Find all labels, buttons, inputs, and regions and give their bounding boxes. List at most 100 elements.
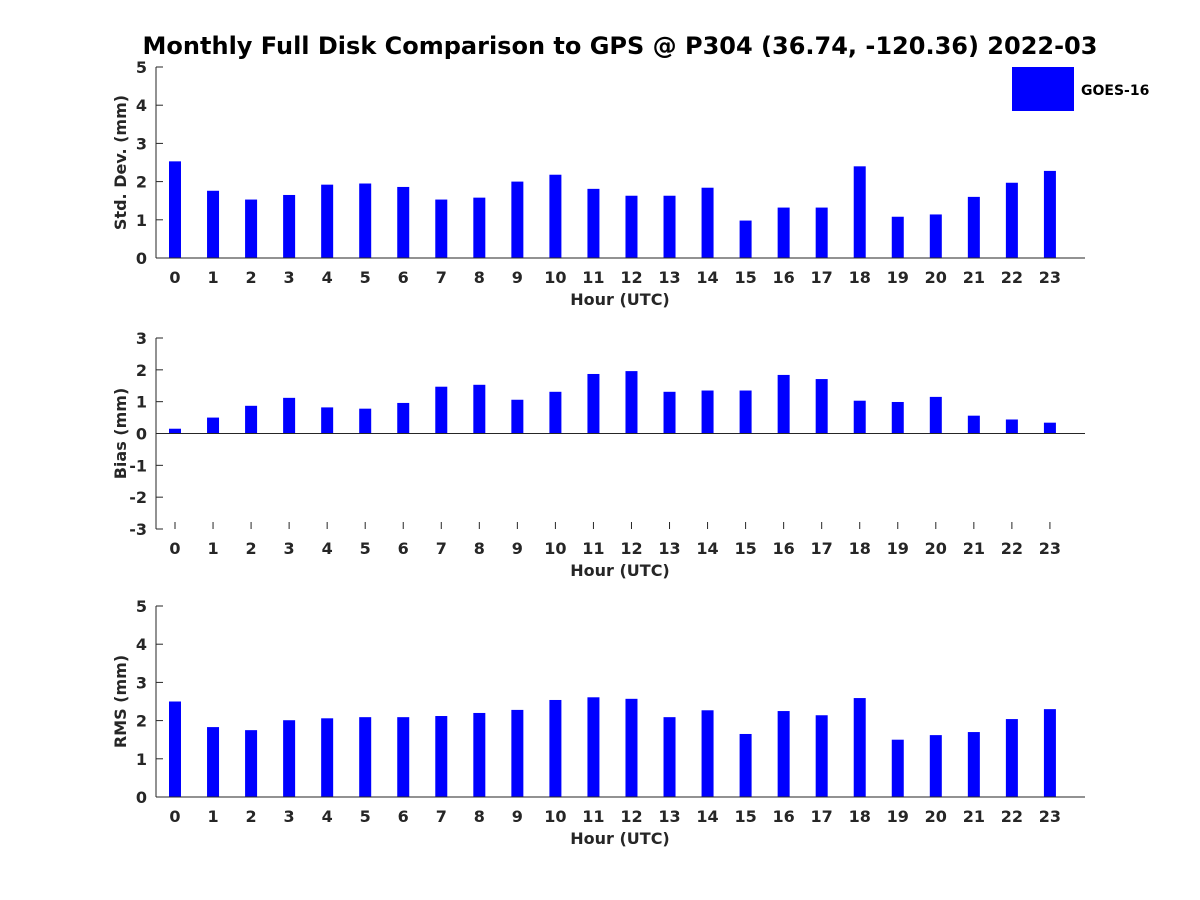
x-tick-label: 19 bbox=[887, 539, 909, 558]
bar-hour-8 bbox=[473, 384, 486, 434]
x-tick-label: 17 bbox=[811, 539, 833, 558]
y-tick-label: -2 bbox=[129, 488, 147, 507]
bar-hour-1 bbox=[207, 190, 220, 258]
x-tick-label: 1 bbox=[207, 807, 218, 826]
bar-hour-22 bbox=[1005, 182, 1018, 258]
x-tick-label: 0 bbox=[169, 539, 180, 558]
bar-hour-16 bbox=[777, 374, 790, 434]
bar-hour-9 bbox=[511, 709, 524, 797]
x-tick-label: 3 bbox=[284, 807, 295, 826]
legend-swatch-goes-16 bbox=[1012, 67, 1074, 111]
x-tick-label: 23 bbox=[1039, 807, 1061, 826]
x-tick-label: 8 bbox=[474, 268, 485, 287]
bar-hour-17 bbox=[815, 207, 828, 258]
x-tick-label: 10 bbox=[544, 807, 566, 826]
bar-hour-17 bbox=[815, 715, 828, 797]
bar-hour-11 bbox=[587, 697, 600, 797]
bar-hour-17 bbox=[815, 379, 828, 434]
bar-hour-15 bbox=[739, 733, 752, 797]
y-tick-label: 3 bbox=[136, 673, 147, 692]
bar-hour-21 bbox=[967, 196, 980, 258]
x-tick-label: 3 bbox=[284, 268, 295, 287]
y-tick-label: 3 bbox=[136, 329, 147, 348]
x-tick-label: 15 bbox=[734, 268, 756, 287]
bar-hour-8 bbox=[473, 197, 486, 258]
x-tick-label: 21 bbox=[963, 539, 985, 558]
x-tick-label: 5 bbox=[360, 268, 371, 287]
bar-hour-12 bbox=[625, 195, 638, 258]
x-tick-label: 11 bbox=[582, 807, 604, 826]
x-tick-label: 9 bbox=[512, 807, 523, 826]
y-tick-label: 1 bbox=[136, 393, 147, 412]
x-tick-label: 17 bbox=[811, 268, 833, 287]
x-tick-label: 13 bbox=[658, 807, 680, 826]
bar-hour-10 bbox=[549, 174, 562, 258]
y-tick-label: 4 bbox=[136, 635, 147, 654]
y-tick-label: 5 bbox=[136, 58, 147, 77]
bar-hour-3 bbox=[283, 397, 296, 434]
x-tick-label: 12 bbox=[620, 539, 642, 558]
bar-hour-14 bbox=[701, 390, 714, 434]
bar-hour-8 bbox=[473, 712, 486, 797]
x-tick-label: 7 bbox=[436, 268, 447, 287]
bar-hour-4 bbox=[321, 407, 334, 434]
bar-hour-6 bbox=[397, 402, 410, 434]
bar-hour-2 bbox=[245, 730, 258, 797]
bar-hour-12 bbox=[625, 698, 638, 797]
x-tick-label: 8 bbox=[474, 807, 485, 826]
x-axis-label: Hour (UTC) bbox=[570, 290, 670, 309]
y-axis-label: Bias (mm) bbox=[111, 388, 130, 480]
bar-hour-1 bbox=[207, 417, 220, 434]
bar-hour-10 bbox=[549, 391, 562, 434]
x-tick-label: 6 bbox=[398, 539, 409, 558]
x-tick-label: 10 bbox=[544, 539, 566, 558]
bar-hour-4 bbox=[321, 184, 334, 258]
bar-hour-2 bbox=[245, 199, 258, 258]
x-tick-label: 12 bbox=[620, 268, 642, 287]
x-tick-label: 22 bbox=[1001, 807, 1023, 826]
x-tick-label: 5 bbox=[360, 807, 371, 826]
y-tick-label: 2 bbox=[136, 712, 147, 731]
bar-hour-15 bbox=[739, 220, 752, 258]
x-tick-label: 1 bbox=[207, 268, 218, 287]
bar-hour-20 bbox=[929, 396, 942, 434]
x-tick-label: 19 bbox=[887, 807, 909, 826]
x-tick-label: 17 bbox=[811, 807, 833, 826]
x-axis-label: Hour (UTC) bbox=[570, 829, 670, 848]
x-tick-label: 4 bbox=[322, 268, 333, 287]
x-tick-label: 22 bbox=[1001, 539, 1023, 558]
x-tick-label: 14 bbox=[696, 268, 718, 287]
y-tick-label: 2 bbox=[136, 361, 147, 380]
y-tick-label: 1 bbox=[136, 750, 147, 769]
bar-hour-16 bbox=[777, 711, 790, 797]
x-tick-label: 11 bbox=[582, 539, 604, 558]
x-axis-label: Hour (UTC) bbox=[570, 561, 670, 580]
x-tick-label: 21 bbox=[963, 268, 985, 287]
x-tick-label: 7 bbox=[436, 807, 447, 826]
x-tick-label: 19 bbox=[887, 268, 909, 287]
x-tick-label: 20 bbox=[925, 539, 947, 558]
x-tick-label: 2 bbox=[246, 807, 257, 826]
bar-hour-15 bbox=[739, 390, 752, 434]
bar-hour-7 bbox=[435, 386, 448, 434]
bar-hour-20 bbox=[929, 214, 942, 258]
bar-hour-19 bbox=[891, 401, 904, 434]
bar-hour-23 bbox=[1043, 170, 1056, 258]
x-tick-label: 16 bbox=[773, 539, 795, 558]
x-tick-label: 4 bbox=[322, 807, 333, 826]
y-axis-label: RMS (mm) bbox=[111, 655, 130, 748]
bar-hour-21 bbox=[967, 415, 980, 434]
bar-hour-13 bbox=[663, 717, 676, 797]
bar-hour-16 bbox=[777, 207, 790, 258]
x-tick-label: 20 bbox=[925, 268, 947, 287]
legend-label-goes-16: GOES-16 bbox=[1081, 83, 1149, 99]
x-tick-label: 7 bbox=[436, 539, 447, 558]
bar-hour-13 bbox=[663, 195, 676, 258]
x-tick-label: 16 bbox=[773, 807, 795, 826]
x-tick-label: 0 bbox=[169, 268, 180, 287]
bar-hour-23 bbox=[1043, 709, 1056, 797]
x-tick-label: 15 bbox=[734, 807, 756, 826]
x-tick-label: 23 bbox=[1039, 268, 1061, 287]
